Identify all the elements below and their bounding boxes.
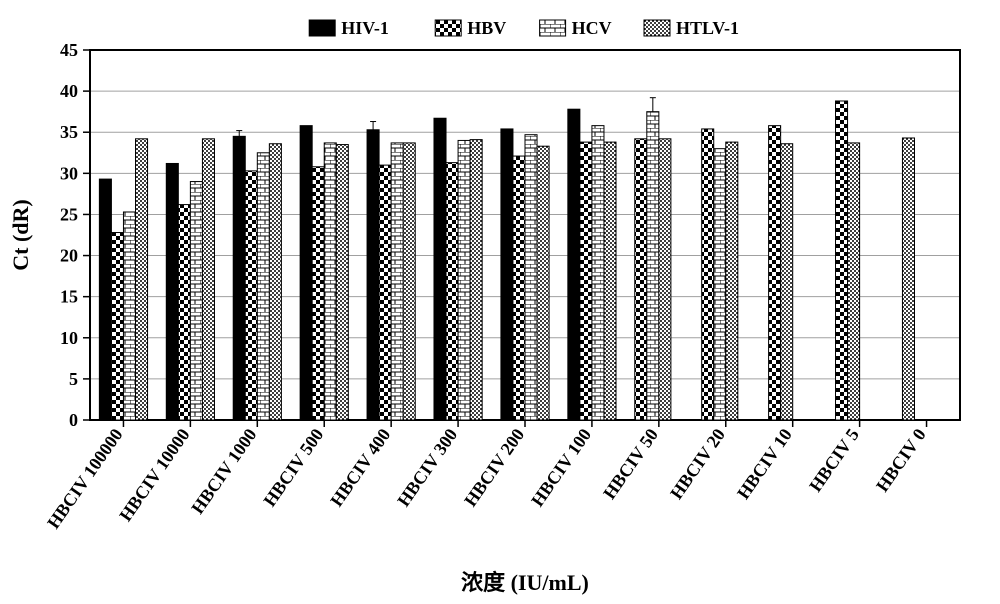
bar-HTLV-1 xyxy=(781,144,793,420)
y-tick-label: 0 xyxy=(69,410,78,430)
legend-label: HTLV-1 xyxy=(676,18,739,38)
bar-HTLV-1 xyxy=(659,139,671,420)
bar-HIV-1 xyxy=(233,136,245,420)
y-tick-label: 5 xyxy=(69,369,78,389)
legend-swatch-HTLV-1 xyxy=(644,20,670,36)
bar-HTLV-1 xyxy=(403,143,415,420)
x-tick-label: HBCIV 500 xyxy=(259,425,327,510)
bar-HBV xyxy=(635,139,647,420)
x-tick-label: HBCIV 0 xyxy=(872,425,930,496)
y-axis-label: Ct (dR) xyxy=(8,199,33,271)
x-tick-label: HBCIV 10000 xyxy=(115,425,193,525)
bar-HIV-1 xyxy=(166,163,178,420)
legend-label: HIV-1 xyxy=(341,18,389,38)
bar-HBV xyxy=(836,101,848,420)
bar-HTLV-1 xyxy=(202,139,214,420)
x-tick-label: HBCIV 20 xyxy=(666,425,729,503)
legend-swatch-HCV xyxy=(540,20,566,36)
x-tick-label: HBCIV 50 xyxy=(599,425,662,503)
bar-HTLV-1 xyxy=(336,145,348,420)
y-tick-label: 45 xyxy=(60,40,78,60)
bar-HBV xyxy=(245,171,257,420)
y-tick-label: 25 xyxy=(60,204,78,224)
bar-HBV xyxy=(513,156,525,420)
x-axis-label: 浓度 (IU/mL) xyxy=(461,570,589,595)
y-tick-label: 30 xyxy=(60,163,78,183)
bar-HTLV-1 xyxy=(604,142,616,420)
bar-HTLV-1 xyxy=(269,144,281,420)
x-tick-label: HBCIV 300 xyxy=(393,425,461,510)
bar-HCV xyxy=(123,212,135,420)
legend-label: HBV xyxy=(467,18,506,38)
x-tick-label: HBCIV 5 xyxy=(805,425,863,496)
legend-swatch-HIV-1 xyxy=(309,20,335,36)
x-tick-label: HBCIV 400 xyxy=(326,425,394,510)
bar-HTLV-1 xyxy=(537,146,549,420)
bar-HCV xyxy=(592,126,604,420)
bar-HTLV-1 xyxy=(848,143,860,420)
x-tick-label: HBCIV 200 xyxy=(460,425,528,510)
y-tick-label: 10 xyxy=(60,328,78,348)
bar-HTLV-1 xyxy=(136,139,148,420)
bar-HCV xyxy=(391,143,403,420)
bar-HIV-1 xyxy=(367,130,379,420)
x-tick-label: HBCIV 10 xyxy=(733,425,796,503)
bar-HCV xyxy=(257,153,269,420)
bar-HBV xyxy=(580,142,592,420)
y-tick-label: 20 xyxy=(60,246,78,266)
bar-HBV xyxy=(769,126,781,420)
bar-HTLV-1 xyxy=(726,142,738,420)
bar-HBV xyxy=(312,167,324,420)
bar-HIV-1 xyxy=(300,126,312,420)
y-tick-label: 15 xyxy=(60,287,78,307)
x-tick-label: HBCIV 100 xyxy=(527,425,595,510)
bar-HBV xyxy=(446,163,458,420)
bar-HBV xyxy=(111,233,123,420)
bar-HTLV-1 xyxy=(470,140,482,420)
bar-HCV xyxy=(647,112,659,420)
x-tick-label: HBCIV 1000 xyxy=(187,425,260,518)
ct-grouped-bar-chart: 051015202530354045HBCIV 100000HBCIV 1000… xyxy=(0,0,1000,604)
bar-HIV-1 xyxy=(434,118,446,420)
bar-HIV-1 xyxy=(501,129,513,420)
legend-label: HCV xyxy=(572,18,612,38)
bar-HTLV-1 xyxy=(902,138,914,420)
bar-HCV xyxy=(525,135,537,420)
bar-HCV xyxy=(324,143,336,420)
bar-HCV xyxy=(714,149,726,420)
bar-HBV xyxy=(702,129,714,420)
bar-HCV xyxy=(458,140,470,420)
bar-HIV-1 xyxy=(568,109,580,420)
bar-HCV xyxy=(190,182,202,420)
bar-HBV xyxy=(379,165,391,420)
legend-swatch-HBV xyxy=(435,20,461,36)
y-tick-label: 40 xyxy=(60,81,78,101)
bar-HBV xyxy=(178,205,190,420)
y-tick-label: 35 xyxy=(60,122,78,142)
bar-HIV-1 xyxy=(99,179,111,420)
chart-svg: 051015202530354045HBCIV 100000HBCIV 1000… xyxy=(0,0,1000,604)
x-tick-label: HBCIV 100000 xyxy=(43,425,127,532)
